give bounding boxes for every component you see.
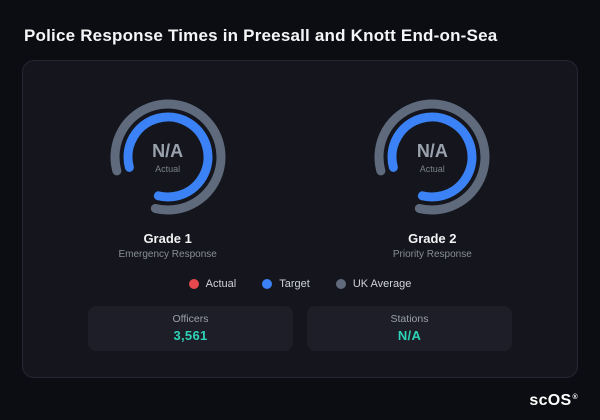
page-title: Police Response Times in Preesall and Kn… — [24, 26, 498, 45]
actual-dot-icon — [188, 279, 199, 289]
stat-stations-label: Stations — [390, 313, 429, 325]
gauge-grade-1-title: Grade 1 — [143, 231, 192, 246]
stat-officers: Officers 3,561 — [88, 306, 293, 351]
scos-logo-text: scOS — [529, 392, 572, 409]
stat-stations: Stations N/A — [307, 306, 512, 351]
stat-stations-value: N/A — [397, 328, 422, 343]
gauge-grade-2-title: Grade 2 — [408, 231, 457, 246]
gauge-grade-1-ring: N/A Actual — [106, 95, 230, 219]
gauge-grade-2-center: N/A Actual — [370, 95, 494, 219]
gauge-grade-1-center: N/A Actual — [106, 95, 230, 219]
gauge-grade-2: N/A Actual Grade 2 Priority Response — [312, 95, 552, 260]
gauge-grade-1: N/A Actual Grade 1 Emergency Response — [48, 95, 288, 260]
legend-label-actual: Actual — [205, 278, 237, 290]
gauge-grade-2-center-label: Actual — [419, 163, 445, 174]
legend-item-uk-average[interactable]: UK Average — [335, 278, 412, 290]
legend-item-target[interactable]: Target — [262, 278, 310, 290]
gauges-row: N/A Actual Grade 1 Emergency Response N/… — [23, 95, 577, 260]
stat-officers-value: 3,561 — [173, 328, 208, 343]
legend-label-uk-average: UK Average — [352, 278, 412, 290]
scos-logo: scOS® — [529, 392, 578, 410]
gauge-grade-1-value: N/A — [152, 140, 184, 161]
gauge-grade-1-center-label: Actual — [155, 163, 181, 174]
gauge-grade-2-subtitle: Priority Response — [392, 249, 472, 260]
stat-officers-label: Officers — [172, 313, 209, 325]
target-dot-icon — [262, 279, 273, 289]
stats-row: Officers 3,561 Stations N/A — [88, 306, 512, 351]
gauge-grade-2-ring: N/A Actual — [370, 95, 494, 219]
response-times-card: N/A Actual Grade 1 Emergency Response N/… — [22, 60, 578, 378]
legend-label-target: Target — [279, 278, 310, 290]
gauge-grade-2-svg — [374, 99, 490, 215]
legend-item-actual[interactable]: Actual — [188, 278, 237, 290]
gauge-grade-1-subtitle: Emergency Response — [118, 249, 217, 260]
registered-mark-icon: ® — [572, 393, 578, 401]
gauge-grade-2-value: N/A — [416, 140, 448, 161]
uk-average-dot-icon — [335, 279, 346, 289]
legend: Actual Target UK Average — [23, 278, 577, 290]
gauge-grade-1-svg — [110, 99, 226, 215]
